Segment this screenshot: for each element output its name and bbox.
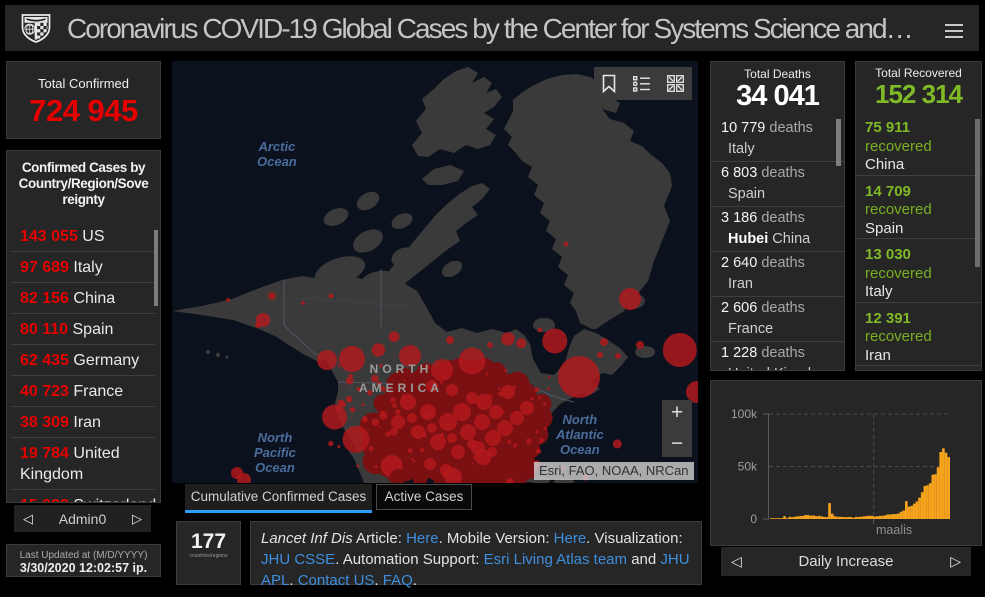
svg-text:maalis: maalis bbox=[876, 523, 912, 537]
svg-text:0: 0 bbox=[750, 512, 757, 526]
svg-text:100k: 100k bbox=[731, 407, 758, 421]
svg-text:50k: 50k bbox=[738, 460, 758, 474]
